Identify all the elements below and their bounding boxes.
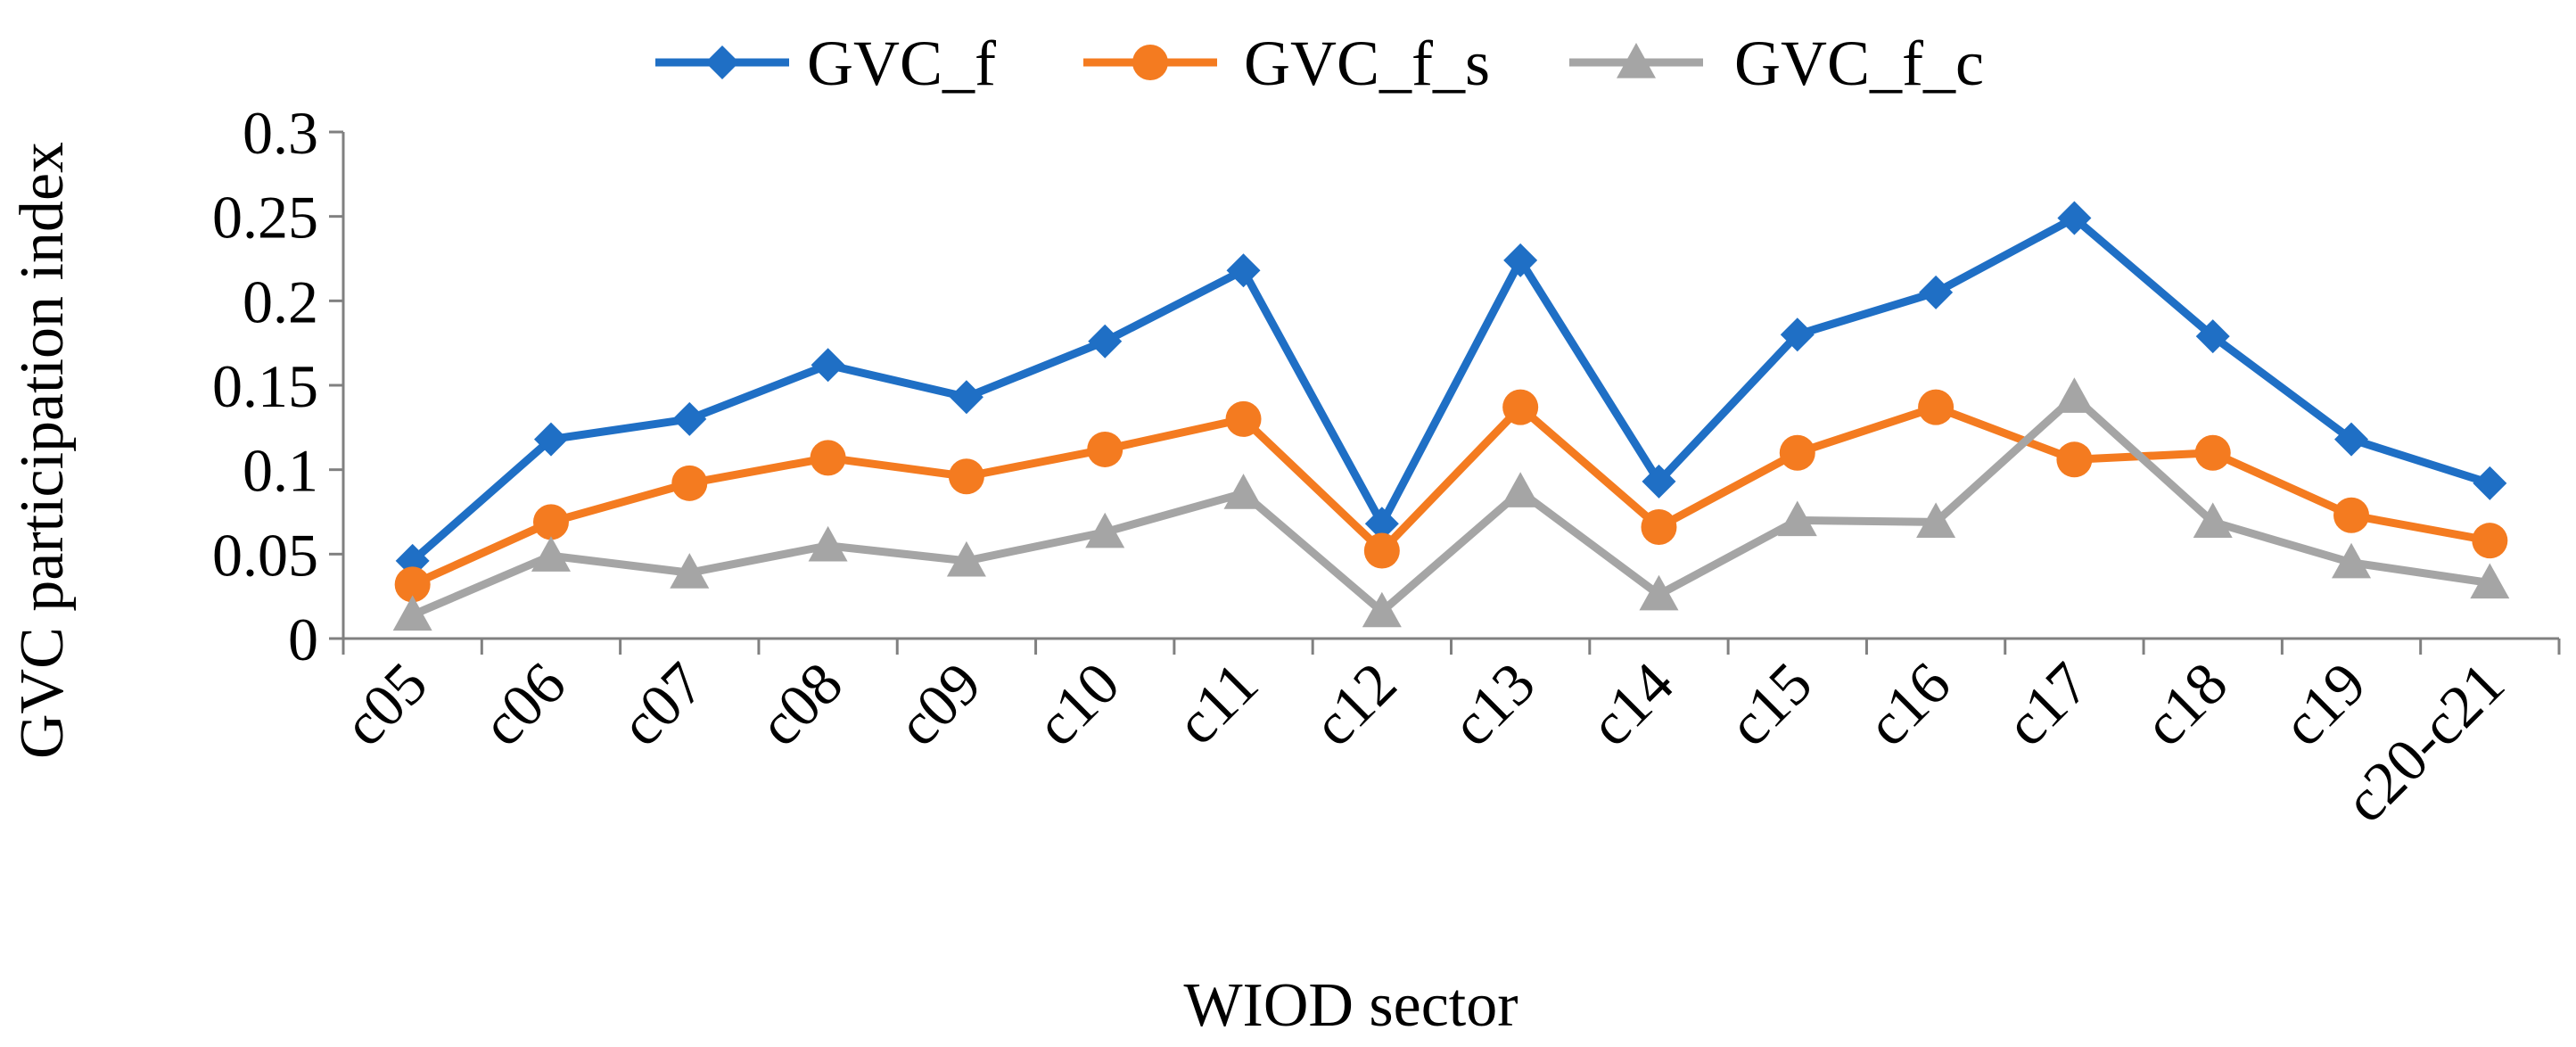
data-point xyxy=(1918,389,1955,425)
x-axis: c05 c06 c07 c08 c09 c10 c11 c12 c13 c14 c15 c16 c17 c… xyxy=(330,637,2561,836)
data-point xyxy=(532,504,569,540)
data-point xyxy=(811,348,845,383)
data-point xyxy=(2057,201,2092,235)
legend-label: GVC_f_s xyxy=(1244,28,1490,99)
data-point xyxy=(1639,574,1679,611)
data-point xyxy=(1362,591,1402,628)
series-line xyxy=(409,214,2491,565)
series-layer xyxy=(392,201,2510,631)
data-point xyxy=(533,422,568,457)
x-tick-label: c17 xyxy=(1992,649,2102,759)
legend-label: GVC_f_c xyxy=(1734,28,1984,99)
data-point xyxy=(1223,474,1263,509)
legend-item: GVC_f_s xyxy=(1083,28,1490,99)
x-tick-label: c15 xyxy=(1715,649,1824,759)
x-tick-label: c16 xyxy=(1854,649,1963,759)
data-point xyxy=(672,401,707,436)
data-point xyxy=(948,458,984,495)
x-tick-label: c10 xyxy=(1023,649,1132,759)
series-gvc-f-c xyxy=(392,377,2510,631)
legend-label: GVC_f xyxy=(807,28,996,99)
data-point xyxy=(392,595,432,631)
data-point xyxy=(946,540,986,577)
data-point xyxy=(1503,243,1538,277)
data-point xyxy=(670,553,710,589)
data-point xyxy=(2472,523,2508,559)
data-point xyxy=(810,440,846,476)
data-point xyxy=(1085,512,1125,548)
data-point xyxy=(1916,502,1956,538)
y-tick-label: 0.3 xyxy=(243,99,318,167)
data-point xyxy=(1777,500,1817,537)
series-gvc-f xyxy=(395,201,2507,578)
y-tick-label: 0 xyxy=(288,606,318,673)
data-point xyxy=(1226,253,1261,288)
x-tick-label: c12 xyxy=(1299,649,1409,759)
x-tick-label: c11 xyxy=(1163,649,1271,757)
x-tick-label: c07 xyxy=(607,649,717,759)
data-point xyxy=(949,380,983,415)
data-point xyxy=(1363,532,1400,569)
legend-item: GVC_f_c xyxy=(1569,28,1984,99)
data-point xyxy=(671,465,708,501)
data-point xyxy=(2054,377,2095,413)
data-point xyxy=(1502,389,1539,425)
x-tick-label: c09 xyxy=(884,649,993,759)
data-point xyxy=(808,525,848,562)
data-point xyxy=(2470,563,2510,599)
data-point xyxy=(1779,434,1815,471)
data-point xyxy=(1225,400,1262,437)
x-tick-label: c05 xyxy=(330,649,440,759)
data-point xyxy=(2195,319,2230,354)
x-axis-title: WIOD sector xyxy=(1183,971,1518,1040)
data-point xyxy=(2056,441,2093,478)
x-tick-label: c08 xyxy=(745,649,855,759)
x-tick-label: c13 xyxy=(1438,649,1548,759)
data-point xyxy=(2333,497,2370,533)
x-tick-label: c19 xyxy=(2268,649,2378,759)
legend-marker xyxy=(705,45,739,79)
data-point xyxy=(2334,422,2369,457)
y-tick-label: 0.25 xyxy=(212,184,318,251)
data-point xyxy=(1641,509,1677,546)
data-point xyxy=(1780,317,1815,352)
data-point xyxy=(2193,502,2233,538)
data-point xyxy=(1087,431,1123,467)
data-point xyxy=(394,566,431,603)
y-tick-label: 0.15 xyxy=(212,352,318,420)
data-point xyxy=(1642,464,1676,499)
legend-item: GVC_f xyxy=(655,28,996,99)
x-tick-label: c06 xyxy=(468,649,578,759)
series-line xyxy=(410,392,2490,619)
data-point xyxy=(1364,507,1399,541)
legend: GVC_f GVC_f_s GVC_f_c xyxy=(655,28,1984,99)
y-axis: 0 0.05 0.1 0.15 0.2 0.25 0.3 xyxy=(212,99,345,673)
data-point xyxy=(1501,472,1541,507)
data-point xyxy=(2332,542,2372,579)
legend-marker xyxy=(1617,43,1656,78)
legend-marker xyxy=(1132,45,1168,80)
data-point xyxy=(2473,466,2507,500)
data-point xyxy=(531,536,571,572)
x-tick-label: c14 xyxy=(1576,649,1686,759)
data-point xyxy=(2194,434,2231,471)
y-tick-label: 0.1 xyxy=(243,437,318,505)
data-point xyxy=(1088,324,1123,359)
y-tick-label: 0.2 xyxy=(243,268,318,335)
x-tick-label: c18 xyxy=(2130,649,2240,759)
y-tick-label: 0.05 xyxy=(212,521,318,589)
data-point xyxy=(1919,275,1954,309)
x-tick-label: c20-c21 xyxy=(2331,649,2517,836)
y-axis-title: GVC participation index xyxy=(8,142,77,759)
